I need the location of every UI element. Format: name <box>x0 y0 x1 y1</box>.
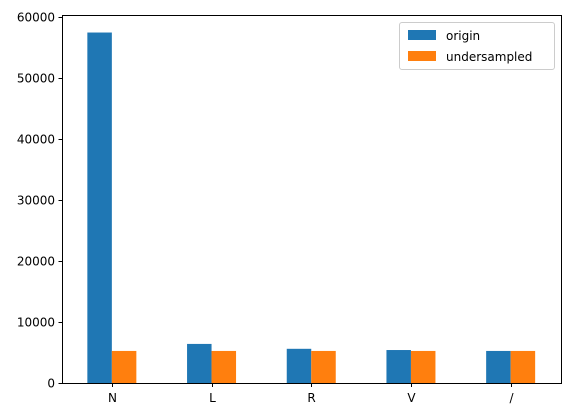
x-tick-label-1: L <box>209 391 216 405</box>
y-tick-label-5: 50000 <box>17 72 55 86</box>
bar-undersampled-1 <box>211 350 237 383</box>
bar-undersampled-3 <box>410 350 436 383</box>
x-tick-label-3: V <box>407 391 416 405</box>
x-tick-label-2: R <box>307 391 315 405</box>
y-tick-label-6: 60000 <box>17 11 55 25</box>
bar-origin-3 <box>386 350 411 383</box>
bar-origin-1 <box>187 343 212 383</box>
x-axis: N L R V / <box>108 383 514 405</box>
bar-origin-0 <box>87 32 112 384</box>
bar-undersampled-4 <box>510 350 536 383</box>
x-tick-label-0: N <box>108 391 117 405</box>
y-tick-label-0: 0 <box>47 377 55 391</box>
bar-undersampled-2 <box>311 350 336 383</box>
axes-frame <box>62 15 562 384</box>
y-tick-label-2: 20000 <box>17 255 55 269</box>
y-tick-label-4: 40000 <box>17 133 55 147</box>
legend-label-origin: origin <box>446 29 480 43</box>
legend-swatch-undersampled <box>408 51 436 61</box>
legend-swatch-origin <box>408 30 436 40</box>
legend-label-undersampled: undersampled <box>446 50 532 64</box>
legend: origin undersampled <box>399 22 555 70</box>
y-tick-label-1: 10000 <box>17 316 55 330</box>
bar-origin-4 <box>486 350 511 383</box>
bars-group <box>87 32 536 384</box>
x-tick-label-4: / <box>509 391 514 405</box>
legend-box <box>399 22 555 70</box>
y-axis: 0 10000 20000 30000 40000 50000 60000 <box>17 11 63 391</box>
bar-origin-2 <box>286 348 312 383</box>
bar-undersampled-0 <box>111 350 137 383</box>
y-tick-label-3: 30000 <box>17 194 55 208</box>
